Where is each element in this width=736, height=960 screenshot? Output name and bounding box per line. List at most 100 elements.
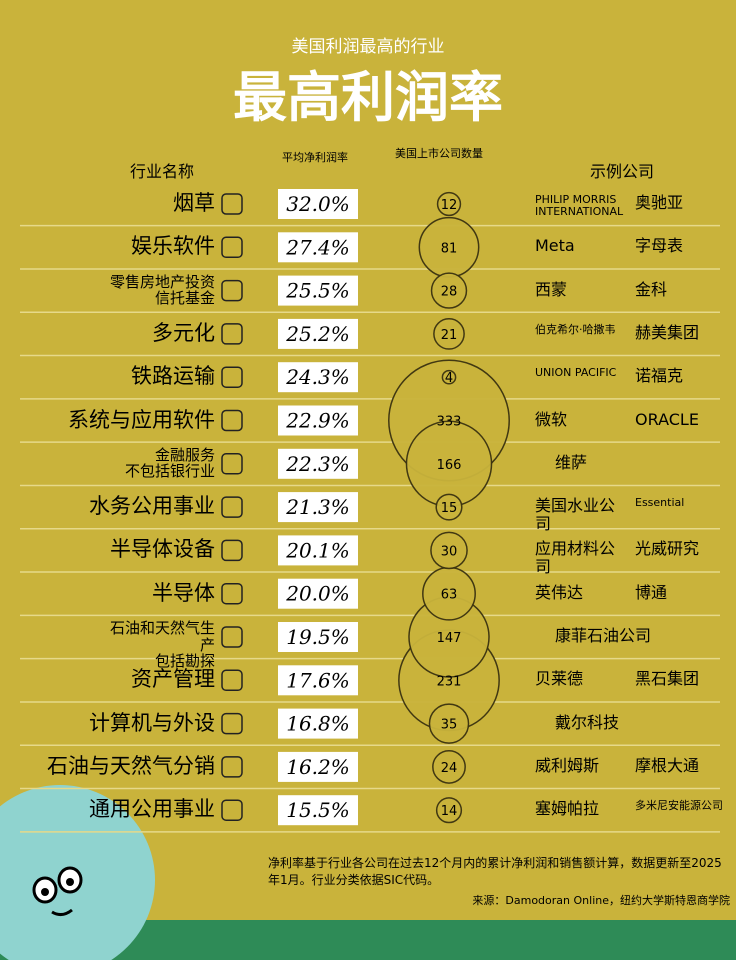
margin-box: [278, 232, 358, 263]
count-bubble: [430, 531, 468, 570]
margin-label: 20.1%: [285, 538, 350, 562]
example-company: 西蒙: [535, 279, 568, 299]
count-label: 28: [441, 285, 458, 300]
example-company: 摩根大通: [635, 755, 700, 775]
count-bubble: [435, 797, 463, 824]
count-label: 21: [441, 328, 458, 343]
example-company: 应用材料公司: [535, 539, 616, 576]
industry-name: 多元化: [152, 320, 215, 345]
industry-icon: [221, 799, 243, 821]
count-label: 81: [441, 241, 458, 256]
industry-icon: [221, 323, 243, 345]
margin-box: [278, 492, 358, 523]
margin-label: 17.6%: [286, 668, 350, 692]
count-bubble: [433, 318, 465, 350]
mascot-mouth: [51, 908, 73, 917]
margin-label: 15.5%: [286, 798, 350, 822]
example-company: 美国水业公司: [535, 496, 616, 533]
count-label: 14: [441, 804, 458, 819]
margin-label: 22.3%: [285, 452, 350, 476]
example-company: 金科: [635, 279, 668, 299]
industry-icon: [221, 366, 243, 388]
count-bubble: [435, 493, 463, 521]
example-company: 光威研究: [635, 539, 700, 559]
margin-box: [278, 448, 358, 479]
example-company: 诺福克: [635, 366, 684, 386]
industry-icon: [221, 453, 243, 475]
margin-label: 25.5%: [285, 279, 350, 303]
margin-label: 24.3%: [285, 365, 350, 389]
subtitle: 美国利润最高的行业: [291, 37, 445, 57]
count-bubble: [441, 369, 457, 385]
margin-box: [278, 318, 358, 349]
example-company: 微软: [535, 409, 568, 429]
margin-box: [278, 405, 358, 436]
count-label: 24: [441, 761, 458, 776]
margin-label: 16.2%: [286, 755, 350, 779]
example-company: Meta: [535, 236, 575, 256]
industry-name: 铁路运输: [131, 364, 215, 389]
industry-icon: [221, 193, 243, 215]
example-company: 英伟达: [535, 582, 584, 602]
industry-icon: [221, 236, 243, 259]
margin-label: 22.9%: [285, 409, 350, 433]
example-company: 贝莱德: [535, 669, 584, 689]
count-bubble: [432, 749, 466, 784]
industry-name: 金融服务 不包括银行业: [124, 445, 215, 481]
example-company: 塞姆帕拉: [535, 799, 600, 819]
example-company: PHILIP MORRIS INTERNATIONAL: [535, 193, 624, 219]
example-company: 奥驰亚: [635, 193, 684, 212]
industry-name: 娱乐软件: [131, 234, 215, 259]
margin-box: [278, 622, 358, 652]
column-header: 美国上市公司数量: [395, 147, 483, 160]
industry-name: 通用公用事业: [89, 797, 215, 822]
example-company: 赫美集团: [635, 322, 700, 342]
example-company: 多米尼安能源公司: [635, 799, 723, 813]
margin-box: [278, 708, 358, 739]
industry-name: 资产管理: [131, 667, 215, 692]
count-label: 15: [441, 501, 458, 516]
industry-icon: [221, 756, 243, 778]
industry-name: 石油和天然气生产 包括勘探: [109, 619, 215, 670]
note: 净利率基于行业各公司在过去12个月内的累计净利润和销售额计算，数据更新至2025…: [268, 856, 722, 888]
margin-label: 19.5%: [286, 625, 350, 649]
example-company: UNION PACIFIC: [535, 366, 617, 380]
margin-box: [278, 751, 358, 782]
industry-name: 烟草: [173, 191, 215, 215]
count-label: 12: [441, 198, 458, 213]
source: 来源：Damodoran Online，纽约大学斯特恩商学院: [472, 894, 730, 907]
industry-name: 半导体设备: [110, 537, 215, 562]
industry-name: 半导体: [152, 580, 215, 605]
count-label: 231: [437, 674, 462, 689]
count-label: 63: [441, 588, 458, 603]
example-company: 字母表: [635, 236, 684, 256]
column-header: 示例公司: [590, 162, 655, 181]
industry-icon: [221, 669, 243, 692]
margin-box: [278, 362, 358, 393]
margin-box: [278, 275, 358, 306]
count-bubble: [430, 272, 468, 309]
margin-box: [278, 578, 358, 609]
margin-box: [278, 795, 358, 826]
title: 最高利润率: [233, 66, 503, 129]
count-label: 147: [437, 631, 462, 646]
count-label: 30: [441, 544, 458, 559]
industry-name: 水务公用事业: [89, 494, 215, 519]
industry-name: 计算机与外设: [89, 710, 215, 735]
industry-name: 零售房地产投资信托基金: [109, 272, 215, 308]
count-label: 35: [441, 718, 458, 733]
example-company: Essential: [635, 496, 685, 510]
example-company: 博通: [635, 582, 668, 602]
industry-icon: [221, 279, 243, 302]
count-label: 166: [437, 458, 462, 473]
example-company: 戴尔科技: [555, 712, 620, 732]
margin-label: 21.3%: [285, 495, 350, 519]
industry-name: 石油与天然气分销: [47, 753, 215, 778]
margin-label: 27.4%: [285, 235, 350, 259]
example-company: 威利姆斯: [535, 755, 600, 775]
margin-box: [278, 665, 358, 696]
count-label: 333: [437, 415, 462, 430]
mascot-pupil: [66, 878, 74, 886]
